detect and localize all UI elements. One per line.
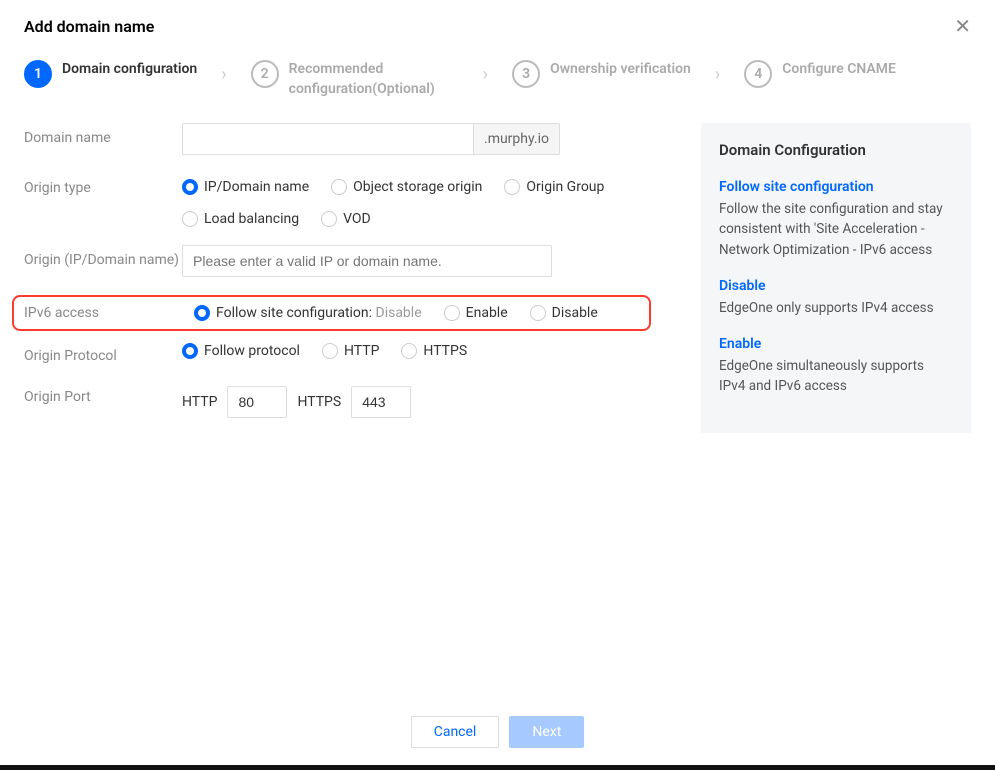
origin-input[interactable]: [182, 245, 552, 277]
radio-origin-group[interactable]: Origin Group: [504, 179, 604, 195]
step-number: 3: [512, 60, 540, 88]
radio-icon: [530, 305, 546, 321]
http-port-label: HTTP: [182, 394, 217, 410]
radio-vod[interactable]: VOD: [321, 211, 371, 227]
step-1[interactable]: 1 Domain configuration: [24, 60, 197, 88]
radio-follow-protocol[interactable]: Follow protocol: [182, 343, 300, 359]
radio-icon: [182, 179, 198, 195]
radio-http[interactable]: HTTP: [322, 343, 379, 359]
help-text: Follow the site configuration and stay c…: [719, 199, 953, 260]
radio-follow-site[interactable]: Follow site configuration: Disable: [194, 305, 422, 321]
radio-object-storage[interactable]: Object storage origin: [331, 179, 482, 195]
step-label: Configure CNAME: [782, 60, 896, 80]
https-port-label: HTTPS: [297, 394, 341, 410]
radio-label: Origin Group: [526, 179, 604, 195]
radio-enable[interactable]: Enable: [444, 305, 508, 321]
next-button[interactable]: Next: [509, 716, 584, 748]
step-number: 1: [24, 60, 52, 88]
radio-label: Object storage origin: [353, 179, 482, 195]
help-title: Domain Configuration: [719, 141, 953, 159]
help-text: EdgeOne only supports IPv4 access: [719, 298, 953, 318]
radio-icon: [321, 211, 337, 227]
bottom-bar: [0, 765, 995, 770]
radio-label: Disable: [552, 305, 598, 321]
page-title: Add domain name: [24, 17, 154, 36]
ipv6-highlight: IPv6 access Follow site configuration: D…: [12, 295, 651, 331]
help-text: EdgeOne simultaneously supports IPv4 and…: [719, 356, 953, 397]
radio-label: HTTPS: [423, 343, 467, 359]
chevron-right-icon: ›: [207, 60, 240, 85]
step-label: Ownership verification: [550, 60, 691, 80]
radio-icon: [322, 343, 338, 359]
radio-label: Load balancing: [204, 211, 299, 227]
radio-label: IP/Domain name: [204, 179, 309, 195]
help-subtitle: Disable: [719, 278, 953, 294]
origin-port-label: Origin Port: [24, 382, 182, 405]
step-number: 4: [744, 60, 772, 88]
domain-name-label: Domain name: [24, 123, 182, 146]
help-subtitle: Follow site configuration: [719, 179, 953, 195]
ipv6-label: IPv6 access: [24, 305, 194, 321]
step-4[interactable]: 4 Configure CNAME: [744, 60, 896, 88]
radio-https[interactable]: HTTPS: [401, 343, 467, 359]
http-port-input[interactable]: [227, 386, 287, 418]
help-panel: Domain Configuration Follow site configu…: [701, 123, 971, 433]
cancel-button[interactable]: Cancel: [411, 716, 500, 748]
chevron-right-icon: ›: [469, 60, 502, 85]
domain-suffix: .murphy.io: [474, 123, 560, 155]
domain-name-input[interactable]: [182, 123, 474, 155]
stepper: 1 Domain configuration › 2 Recommended c…: [0, 46, 995, 123]
origin-label: Origin (IP/Domain name): [24, 245, 182, 268]
radio-icon: [182, 211, 198, 227]
step-label: Domain configuration: [62, 60, 197, 80]
form-area: Domain name .murphy.io Origin type IP/Do…: [24, 123, 701, 436]
radio-icon: [182, 343, 198, 359]
radio-icon: [504, 179, 520, 195]
origin-type-label: Origin type: [24, 173, 182, 196]
radio-label: VOD: [343, 211, 371, 227]
radio-label: Enable: [466, 305, 508, 321]
step-2[interactable]: 2 Recommended configuration(Optional): [251, 60, 459, 99]
radio-label: Follow protocol: [204, 343, 300, 359]
radio-icon: [444, 305, 460, 321]
origin-protocol-label: Origin Protocol: [24, 341, 182, 364]
help-subtitle: Enable: [719, 336, 953, 352]
step-3[interactable]: 3 Ownership verification: [512, 60, 691, 88]
radio-icon: [401, 343, 417, 359]
radio-load-balancing[interactable]: Load balancing: [182, 211, 299, 227]
radio-label: HTTP: [344, 343, 379, 359]
close-icon[interactable]: ✕: [954, 16, 971, 36]
chevron-right-icon: ›: [701, 60, 734, 85]
step-number: 2: [251, 60, 279, 88]
radio-label: Follow site configuration: Disable: [216, 305, 422, 321]
radio-icon: [331, 179, 347, 195]
radio-disable[interactable]: Disable: [530, 305, 598, 321]
radio-icon: [194, 305, 210, 321]
radio-ip-domain[interactable]: IP/Domain name: [182, 179, 309, 195]
https-port-input[interactable]: [351, 386, 411, 418]
step-label: Recommended configuration(Optional): [289, 60, 459, 99]
